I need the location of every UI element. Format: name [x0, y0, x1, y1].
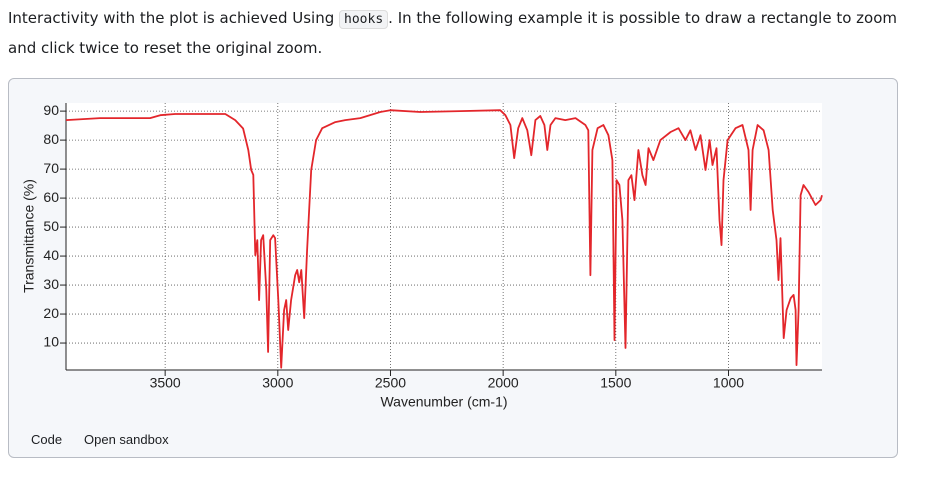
open-sandbox-link[interactable]: Open sandbox: [84, 432, 169, 447]
x-tick-label: 3500: [150, 375, 181, 391]
y-tick-label: 70: [43, 160, 59, 176]
code-tab[interactable]: Code: [31, 432, 63, 447]
y-tick-label: 80: [43, 131, 59, 147]
x-tick-label: 1500: [600, 375, 631, 391]
x-tick-label: 2500: [375, 375, 406, 391]
x-tick-label: 3000: [262, 375, 293, 391]
y-tick-label: 90: [43, 102, 59, 118]
intro-text-end: . In the following example it is possibl…: [8, 9, 898, 57]
x-tick-label: 1000: [713, 375, 744, 391]
x-axis-title: Wavenumber (cm-1): [380, 394, 507, 410]
y-axis-title: Transmittance (%): [21, 179, 37, 293]
y-tick-label: 10: [43, 334, 59, 350]
y-tick-label: 20: [43, 305, 59, 321]
spectrum-line: [65, 109, 823, 369]
intro-text: Interactivity with the plot is achieved …: [8, 4, 908, 62]
y-tick-label: 30: [43, 276, 59, 292]
inline-code: hooks: [339, 10, 389, 29]
x-tick-label: 2000: [488, 375, 519, 391]
y-tick-label: 40: [43, 247, 59, 263]
y-tick-label: 50: [43, 218, 59, 234]
y-tick-label: 60: [43, 189, 59, 205]
intro-text-start: Interactivity with the plot is achieved …: [8, 9, 340, 27]
